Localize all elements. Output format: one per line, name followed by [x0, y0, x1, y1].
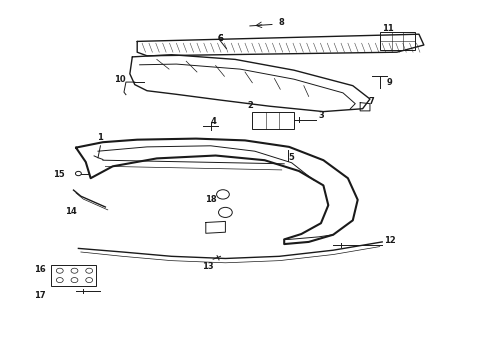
Text: 4: 4 [210, 117, 216, 126]
Text: 14: 14 [65, 207, 77, 216]
Text: 9: 9 [387, 77, 392, 86]
Text: 16: 16 [34, 265, 46, 274]
Text: 12: 12 [384, 236, 395, 245]
Bar [252, 112, 294, 129]
Bar [51, 265, 96, 286]
Text: 17: 17 [34, 291, 46, 300]
Text: 7: 7 [368, 97, 374, 106]
Text: 10: 10 [114, 76, 126, 85]
Text: 3: 3 [318, 111, 324, 120]
Text: 1: 1 [98, 133, 103, 142]
Text: 15: 15 [53, 170, 65, 179]
Text: 6: 6 [218, 34, 223, 43]
Text: 18: 18 [205, 195, 217, 204]
Text: 2: 2 [247, 100, 253, 109]
Text: 11: 11 [382, 23, 394, 32]
Bar [380, 32, 415, 50]
Text: 5: 5 [289, 153, 294, 162]
Text: 6: 6 [218, 34, 223, 43]
Text: 8: 8 [279, 18, 285, 27]
Text: 13: 13 [202, 262, 214, 271]
